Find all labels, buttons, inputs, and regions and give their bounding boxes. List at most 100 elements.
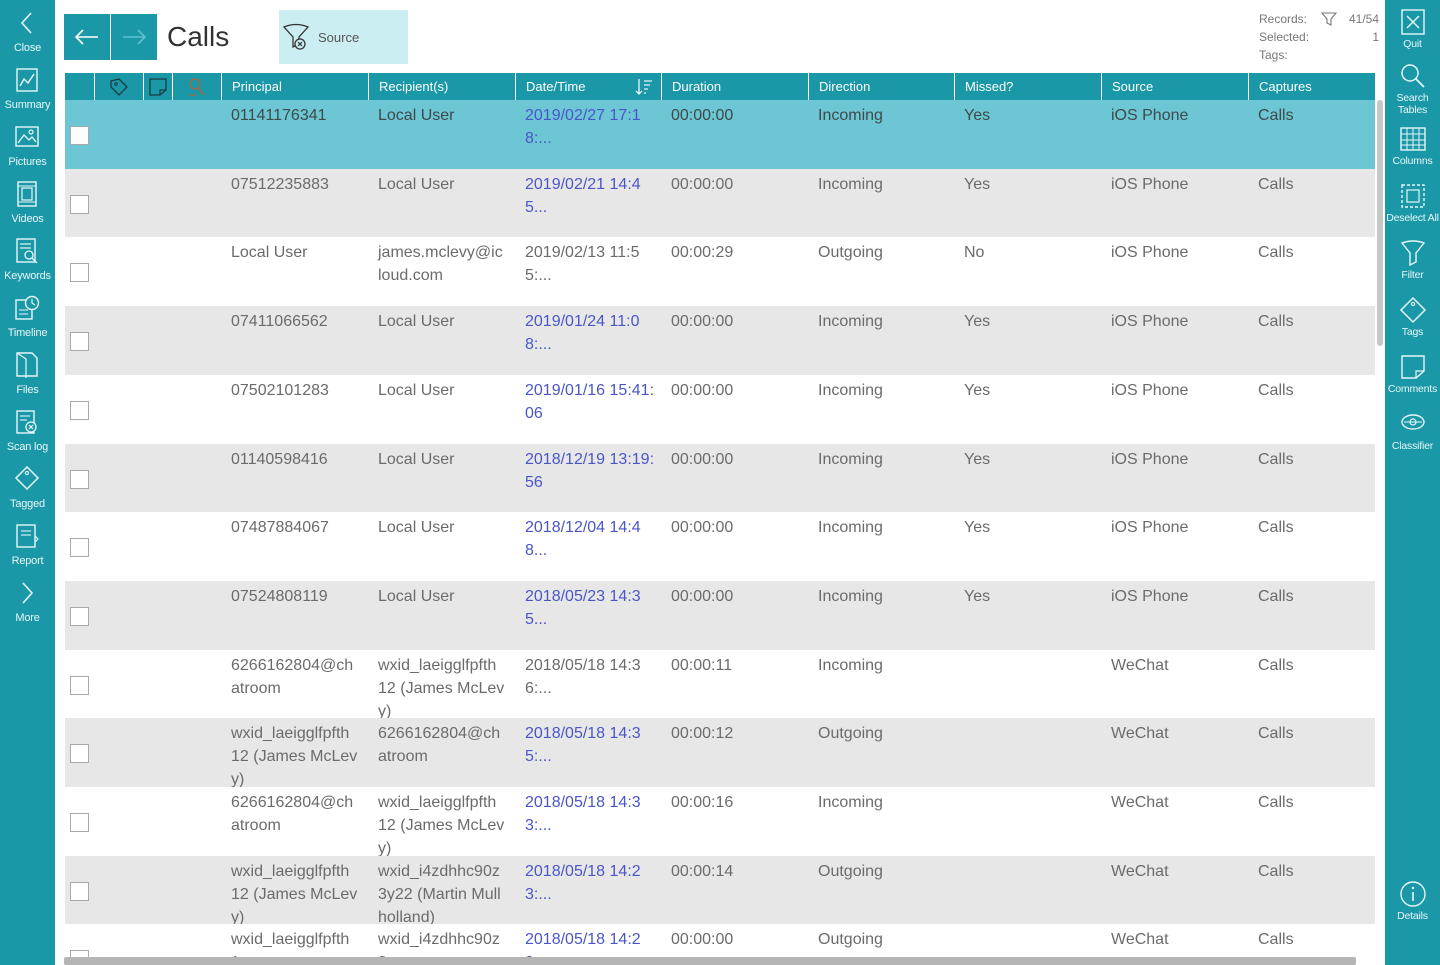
table-row[interactable]: 07512235883 Local User 2019/02/21 14:45...… (65, 168, 1375, 238)
forward-button[interactable] (111, 14, 157, 60)
cell-source: WeChat (1111, 656, 1169, 674)
cell-missed: No (964, 244, 985, 262)
row-checkbox[interactable] (70, 263, 89, 283)
cell-datetime: 2018/05/23 14:35... (525, 587, 641, 628)
cell-duration: 00:00:00 (671, 107, 734, 124)
cell-direction: Incoming (818, 519, 883, 537)
column-header-direction[interactable]: Direction (808, 73, 954, 100)
vertical-scrollbar[interactable] (1377, 100, 1383, 346)
cell-missed: Yes (964, 175, 991, 193)
row-checkbox[interactable] (70, 606, 89, 626)
cell-captures: Calls (1258, 931, 1294, 949)
rnav-label: Classifier (1391, 440, 1434, 452)
cell-missed: Yes (964, 313, 991, 331)
cell-duration: 00:00:11 (671, 656, 733, 674)
tag-icon (110, 78, 128, 96)
source-filter-icon (282, 23, 310, 50)
column-header-captures[interactable]: Captures (1248, 73, 1375, 100)
nav-label: Summary (4, 99, 51, 111)
cell-captures: Calls (1258, 725, 1294, 743)
nav-more[interactable]: More (0, 576, 55, 633)
nav-summary[interactable]: Summary (0, 63, 55, 120)
row-checkbox[interactable] (70, 332, 89, 352)
column-header-missed[interactable]: Missed? (954, 73, 1101, 100)
cell-principal: 07524808119 (231, 587, 328, 605)
cell-recipient: Local User (378, 450, 455, 468)
horizontal-scrollbar[interactable] (64, 957, 1356, 965)
nav-report[interactable]: Report (0, 519, 55, 576)
column-header-datetime[interactable]: Date/Time (515, 73, 661, 100)
column-header-principal[interactable]: Principal (221, 73, 368, 100)
classifier-column-header[interactable] (172, 73, 221, 100)
row-checkbox[interactable] (70, 744, 89, 764)
table-row[interactable]: 07411066562 Local User 2019/01/24 11:08:..… (65, 306, 1375, 376)
source-filter-button[interactable]: Source (279, 10, 408, 64)
cell-direction: Incoming (818, 450, 883, 468)
rnav-label: Columns (1392, 155, 1433, 167)
table-row[interactable]: 07524808119 Local User 2018/05/23 14:35...… (65, 580, 1375, 650)
column-header-recipients[interactable]: Recipient(s) (368, 73, 515, 100)
row-checkbox[interactable] (70, 675, 89, 695)
nav-close[interactable]: Close (0, 6, 55, 63)
table-row[interactable]: 07487884067 Local User 2018/12/04 14:48...… (65, 512, 1375, 582)
cell-direction: Outgoing (818, 931, 883, 949)
cell-missed: Yes (964, 450, 991, 468)
nav-pictures[interactable]: Pictures (0, 120, 55, 177)
column-header-duration[interactable]: Duration (661, 73, 808, 100)
rnav-label: Details (1397, 910, 1428, 922)
nav-label: Keywords (4, 270, 51, 282)
comment-column-header[interactable] (143, 73, 172, 100)
row-checkbox[interactable] (70, 813, 89, 832)
cell-captures: Calls (1258, 381, 1294, 399)
table-row[interactable]: wxid_laeigglfpfth12 (James McLevy) 626616… (65, 718, 1375, 788)
cell-direction: Incoming (818, 175, 883, 193)
selected-value: 1 (1372, 30, 1379, 44)
nav-timeline[interactable]: Timeline (0, 291, 55, 348)
cell-duration: 00:00:12 (671, 725, 734, 743)
cell-recipient: wxid_i4zdhhc90z3y22 (Martin Mullholland) (378, 862, 501, 926)
cell-direction: Outgoing (818, 244, 883, 262)
table-row[interactable]: 6266162804@chatroom wxid_laeigglfpfth12 (… (65, 649, 1375, 720)
cell-direction: Incoming (818, 587, 883, 605)
filter-icon (1400, 240, 1426, 267)
table-row[interactable]: Local User james.mclevy@icloud.com 2019/02… (65, 237, 1375, 307)
row-checkbox[interactable] (70, 400, 89, 420)
cell-missed: Yes (964, 519, 991, 537)
table-row[interactable]: wxid_laeigglfpfth12 (James McLevy) wxid_i… (65, 855, 1375, 926)
cell-duration: 00:00:00 (671, 450, 734, 468)
table-row[interactable]: 07502101283 Local User 2019/01/16 15:41:06… (65, 374, 1375, 444)
row-checkbox[interactable] (70, 538, 89, 558)
nav-label: Close (13, 42, 42, 54)
deselect-icon (1401, 184, 1425, 208)
row-checkbox[interactable] (70, 881, 89, 901)
cell-recipient: wxid_laeigglfpfth12 (James McLevy) (378, 656, 505, 720)
table-row[interactable]: 01141176341 Local User 2019/02/27 17:18:..… (65, 100, 1375, 169)
row-checkbox[interactable] (70, 194, 89, 214)
columns-icon (1400, 127, 1426, 151)
selected-label: Selected: (1259, 30, 1310, 44)
nav-tagged[interactable]: Tagged (0, 462, 55, 519)
table-body: 01141176341 Local User 2019/02/27 17:18:..… (65, 100, 1375, 965)
cell-datetime: 2018/05/18 14:35:... (525, 725, 641, 766)
keywords-icon (16, 238, 38, 264)
cell-duration: 00:00:00 (671, 175, 734, 193)
nav-files[interactable]: Files (0, 348, 55, 405)
report-icon (16, 524, 39, 548)
cell-principal: 01141176341 (231, 107, 327, 124)
cell-duration: 00:00:00 (671, 587, 734, 605)
back-button[interactable] (64, 14, 110, 60)
row-checkbox[interactable] (70, 126, 89, 145)
column-header-source[interactable]: Source (1101, 73, 1248, 100)
nav-keywords[interactable]: Keywords (0, 234, 55, 291)
table-row[interactable]: 6266162804@chatroom wxid_laeigglfpfth12 (… (65, 787, 1375, 857)
cell-missed: Yes (964, 587, 991, 605)
cell-source: iOS Phone (1111, 381, 1189, 399)
table-row[interactable]: 01140598416 Local User 2018/12/19 13:19:56… (65, 443, 1375, 513)
tag-column-header[interactable] (94, 73, 143, 100)
cell-recipient: Local User (378, 175, 455, 193)
nav-videos[interactable]: Videos (0, 177, 55, 234)
cell-direction: Incoming (818, 794, 883, 811)
row-checkbox[interactable] (70, 469, 89, 489)
cell-recipient: Local User (378, 313, 455, 331)
nav-scan-log[interactable]: Scan log (0, 405, 55, 462)
